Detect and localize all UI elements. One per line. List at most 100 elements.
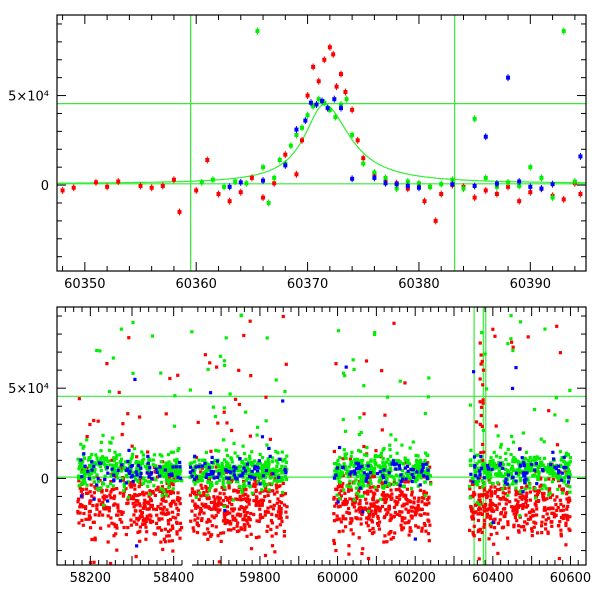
bottom-point-green-s3-38 (501, 463, 506, 467)
bottom-point-green-s2-307 (418, 466, 422, 470)
bottom-point-red-s0-217 (169, 481, 173, 486)
bottom-point-green-s2-52 (354, 478, 358, 482)
bottom-point-blue-s0-27 (87, 476, 91, 481)
bottom-point-red-s0-339 (104, 507, 108, 511)
bottom-point-red-s3-29 (564, 523, 568, 528)
bottom-point-red-s1-215 (238, 507, 242, 511)
bottom-point-green-s1-144 (281, 490, 285, 495)
bottom-point-green-s2-54 (337, 472, 342, 476)
bottom-point-red-s2-232 (389, 497, 393, 501)
bottom-point-green-s0-38 (172, 479, 177, 483)
bottom-point-blue-s2-2 (357, 464, 361, 468)
bottom-point-red-s2-231 (416, 505, 420, 510)
bottom-point-green-s1-212 (273, 474, 277, 478)
bottom-point-blue-s0-49 (126, 459, 130, 464)
bottom-point-green-s3-255 (553, 413, 557, 417)
bottom-point-red-s0-295 (164, 412, 168, 416)
bottom-point-red-s0-135 (90, 537, 94, 542)
bottom-point-green-s2-323 (359, 477, 363, 481)
bottom-point-green-s0-108 (107, 448, 112, 452)
bottom-point-red-s3-354 (520, 497, 524, 501)
bottom-point-red-s2-207 (339, 520, 343, 524)
bottom-point-red-s0-75 (77, 521, 81, 525)
bottom-point-green-s0-234 (173, 474, 177, 478)
bottom-point-green-s2-288 (359, 462, 363, 466)
bottom-point-green-s0-298 (167, 486, 171, 490)
bottom-point-green-s0-293 (113, 468, 117, 472)
bottom-point-red-s3-35 (520, 486, 524, 490)
bottom-point-green-s0-181 (92, 476, 96, 480)
top-point-green-41 (561, 29, 566, 34)
bottom-flare-point-1 (481, 458, 485, 463)
bottom-point-green-s2-254 (426, 395, 430, 399)
bottom-point-green-s0-22 (93, 480, 97, 484)
bottom-point-green-s0-284 (162, 489, 166, 494)
bottom-point-red-s2-146 (412, 496, 417, 500)
bottom-point-red-s1-296 (190, 487, 195, 491)
bottom-point-red-s0-299 (156, 505, 160, 509)
bottom-point-red-s2-356 (343, 491, 347, 495)
bottom-point-red-s1-180 (191, 526, 195, 530)
bottom-point-red-s0-164 (132, 513, 136, 517)
bottom-point-blue-s3-69 (523, 474, 527, 478)
bottom-point-blue-s0-7 (139, 466, 143, 470)
bottom-point-red-s1-290 (260, 501, 264, 505)
bottom-point-green-s1-166 (222, 469, 226, 473)
bottom-point-red-s3-178 (478, 476, 482, 480)
bottom-point-red-s2-87 (351, 532, 355, 536)
bottom-point-red-s1-362 (242, 508, 246, 512)
bottom-point-red-s3-132 (555, 443, 560, 447)
bottom-point-red-s3-147 (477, 494, 482, 498)
bottom-point-red-s1-206 (245, 510, 249, 515)
bottom-point-blue-s0-37 (154, 467, 158, 471)
bottom-point-red-s3-183 (471, 532, 475, 536)
bottom-point-red-s3-338 (504, 511, 508, 515)
bottom-point-red-s2-66 (347, 487, 351, 491)
bottom-point-red-s3-167 (566, 484, 570, 488)
bottom-point-red-s1-269 (209, 449, 213, 453)
bottom-point-red-s3-345 (476, 512, 480, 516)
bottom-point-green-s3-18 (470, 476, 475, 481)
bottom-point-red-s1-287 (223, 521, 227, 526)
bottom-x-tick-label-1: 58400 (153, 571, 194, 586)
bottom-point-green-s2-252 (386, 457, 390, 462)
bottom-point-green-s3-220 (518, 479, 523, 483)
bottom-point-red-s2-88 (401, 479, 405, 483)
bottom-point-red-s1-347 (244, 488, 248, 492)
bottom-point-green-s1-197 (261, 480, 265, 484)
top-point-red-44 (472, 195, 477, 200)
bottom-point-green-s1-132 (213, 458, 217, 463)
bottom-point-green-s0-256 (88, 456, 92, 460)
bottom-point-blue-s3-50 (522, 461, 526, 465)
bottom-point-red-s3-271 (472, 511, 476, 515)
bottom-point-green-s2-305 (366, 461, 370, 465)
top-point-blue-18 (450, 182, 455, 187)
bottom-point-red-s0-289 (129, 485, 133, 489)
bottom-point-red-s0-56 (169, 501, 173, 506)
bottom-point-red-s2-360 (371, 491, 376, 495)
bottom-point-red-s3-51 (470, 482, 475, 487)
bottom-point-red-s3-286 (540, 520, 544, 524)
bottom-point-green-s0-208 (142, 457, 146, 461)
bottom-point-blue-s3-67 (560, 471, 564, 475)
bottom-point-red-s2-322 (406, 498, 410, 503)
bottom-point-red-s3-319 (506, 520, 510, 524)
bottom-point-green-s1-157 (228, 392, 232, 396)
bottom-point-red-s0-361 (91, 520, 95, 525)
bottom-point-green-s0-169 (83, 481, 87, 485)
bottom-point-green-s2-130 (369, 459, 373, 463)
bottom-point-red-s0-230 (145, 514, 149, 518)
bottom-point-green-s2-182 (336, 329, 341, 333)
top-x-tick-labels: 60350 60360 60370 60380 60390 (64, 277, 551, 292)
bottom-point-red-s0-216 (116, 506, 120, 510)
bottom-point-green-s1-42 (267, 488, 271, 492)
bottom-point-red-s1-210 (232, 489, 236, 493)
bottom-point-red-s2-57 (413, 513, 418, 517)
bottom-point-green-s1-65 (206, 480, 210, 484)
bottom-point-blue-s2-42 (358, 486, 363, 490)
bottom-point-green-s3-296 (487, 470, 491, 475)
bottom-point-green-s0-274 (144, 479, 148, 483)
bottom-y-tick-label-0: 0 (41, 472, 49, 487)
bottom-point-green-s1-5 (244, 472, 248, 476)
bottom-point-blue-s2-51 (424, 462, 428, 466)
